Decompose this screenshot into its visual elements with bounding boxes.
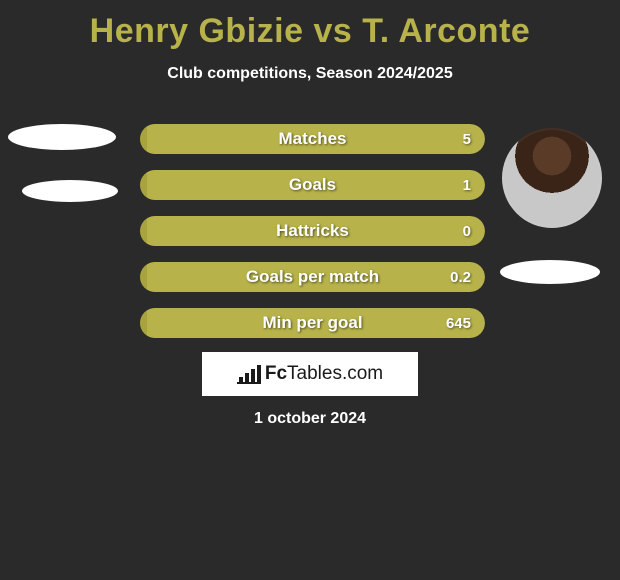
stat-bar-matches: Matches 5 (140, 124, 485, 154)
subtitle: Club competitions, Season 2024/2025 (0, 65, 620, 83)
player-left-ellipse-1 (8, 124, 116, 150)
stat-label: Hattricks (140, 216, 485, 246)
stat-value-right: 0.2 (436, 262, 485, 292)
stats-bars: Matches 5 Goals 1 Hattricks 0 Goals per … (140, 124, 485, 354)
brand-prefix: Fc (265, 363, 287, 384)
stat-value-right: 645 (432, 308, 485, 338)
stat-label: Matches (140, 124, 485, 154)
player-right-avatar (502, 128, 602, 228)
date-label: 1 october 2024 (0, 410, 620, 428)
stat-value-right: 0 (449, 216, 485, 246)
stat-bar-min-per-goal: Min per goal 645 (140, 308, 485, 338)
brand-suffix: Tables.com (287, 363, 383, 384)
brand-badge: FcTables.com (202, 352, 418, 396)
stat-value-right: 5 (449, 124, 485, 154)
stat-label: Goals (140, 170, 485, 200)
player-right-ellipse (500, 260, 600, 284)
stat-bar-goals: Goals 1 (140, 170, 485, 200)
stat-bar-goals-per-match: Goals per match 0.2 (140, 262, 485, 292)
bar-chart-icon (237, 364, 261, 384)
brand-text: FcTables.com (265, 363, 383, 385)
stat-value-right: 1 (449, 170, 485, 200)
stat-label: Goals per match (140, 262, 485, 292)
page-title: Henry Gbizie vs T. Arconte (0, 0, 620, 51)
stat-bar-hattricks: Hattricks 0 (140, 216, 485, 246)
player-left-ellipse-2 (22, 180, 118, 202)
